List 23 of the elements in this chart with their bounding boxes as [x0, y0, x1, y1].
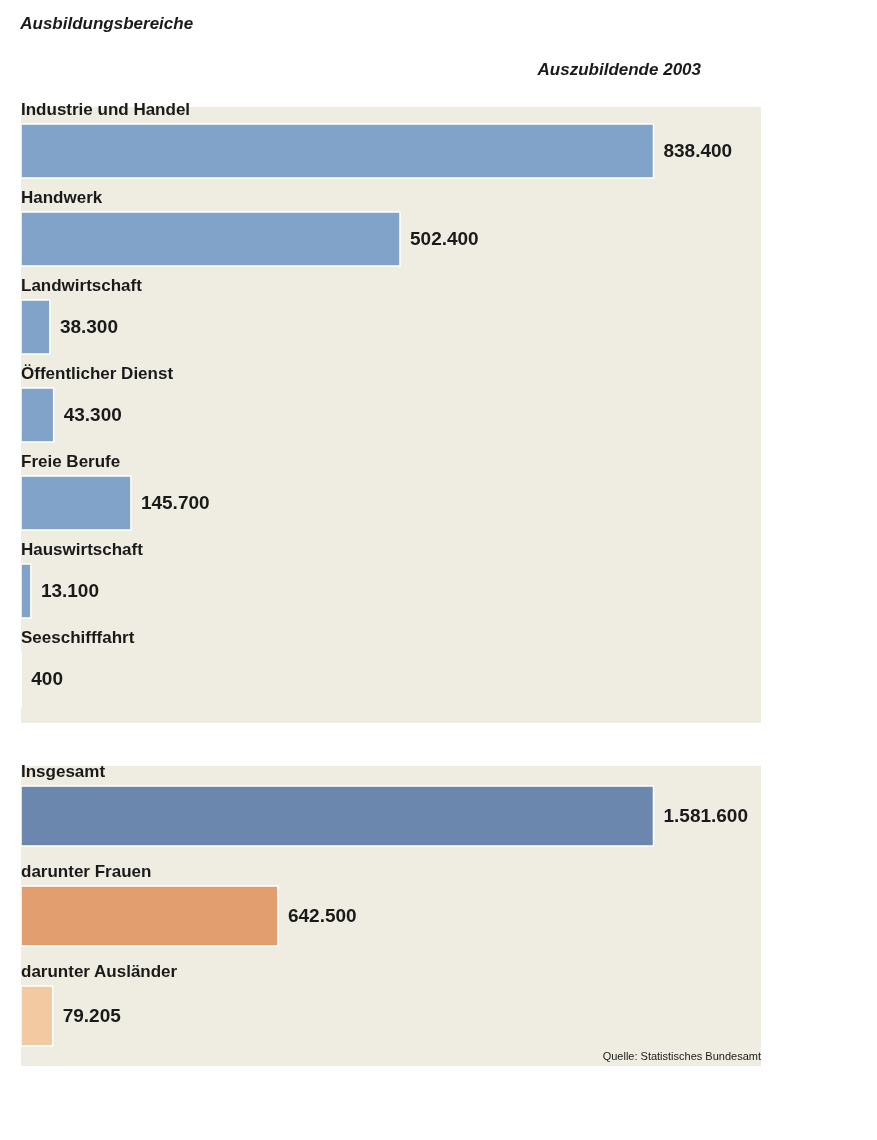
y-tick-label: Öffentlicher Dienst	[21, 364, 174, 383]
y-tick-label: Handwerk	[21, 188, 103, 207]
data-label: 1.581.600	[663, 805, 749, 826]
data-label: 502.400	[410, 228, 479, 249]
y-tick-label: Freie Berufe	[21, 452, 121, 471]
y-tick-label: Landwirtschaft	[21, 276, 143, 295]
annotation: Quelle: Statistisches Bundesamt	[602, 1050, 761, 1062]
data-label: 400	[31, 668, 63, 689]
chart-subtitle: Auszubildende 2003	[536, 60, 702, 79]
chart-title: Ausbildungsbereiche	[19, 14, 194, 33]
data-label: 642.500	[287, 905, 357, 926]
data-label: 38.300	[59, 316, 119, 337]
data-label: 43.300	[63, 404, 122, 425]
data-label: 79.205	[62, 1005, 122, 1026]
data-label: 145.700	[140, 492, 210, 513]
y-tick-label: darunter Frauen	[21, 862, 152, 881]
y-tick-label: Insgesamt	[21, 762, 106, 781]
y-tick-label: Seeschifffahrt	[21, 628, 135, 647]
data-label: 13.100	[40, 580, 100, 601]
data-label: 838.400	[663, 140, 733, 161]
y-tick-label: Hauswirtschaft	[21, 540, 144, 559]
y-tick-label: Industrie und Handel	[21, 100, 191, 119]
y-tick-label: darunter Ausländer	[21, 962, 178, 981]
